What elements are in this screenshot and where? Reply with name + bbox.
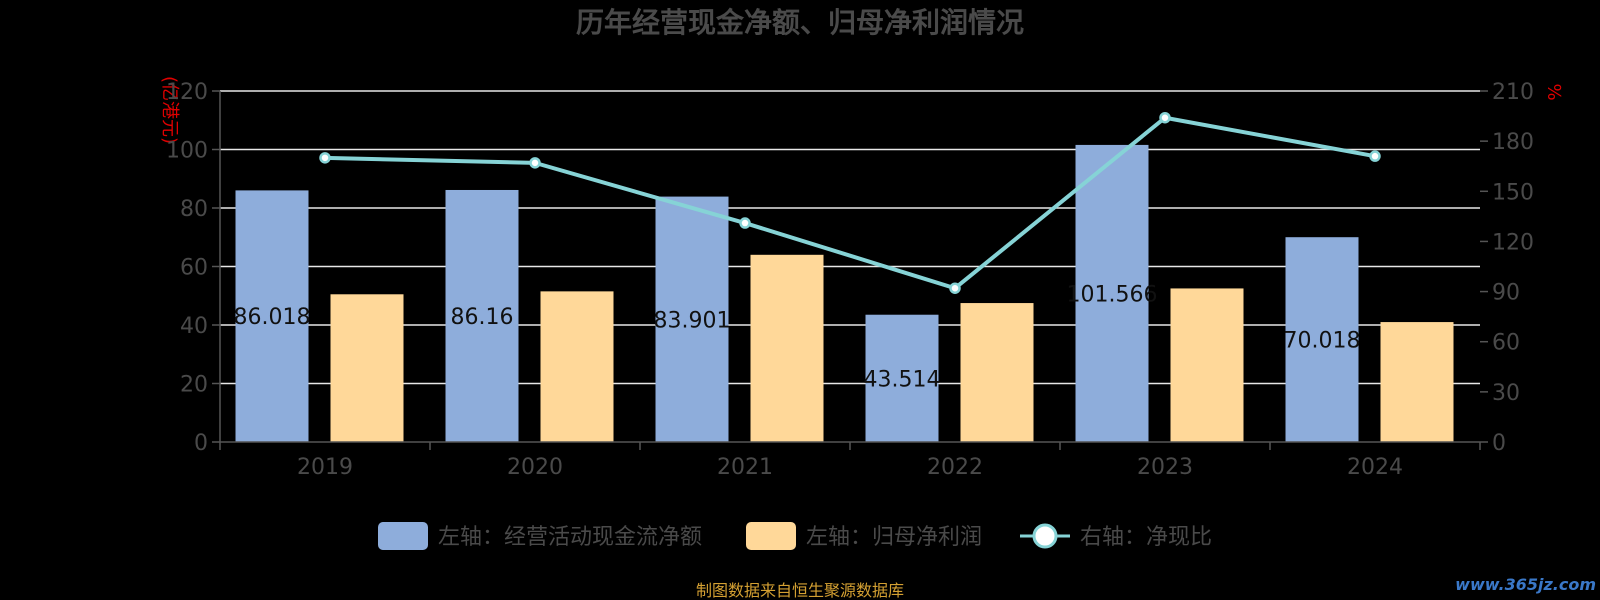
left-axis-unit: (亿港元) <box>159 76 180 144</box>
bar-value-label: 70.018 <box>1284 329 1361 354</box>
ratio-point[interactable] <box>949 282 961 294</box>
right-tick-label: 30 <box>1492 381 1520 406</box>
left-axis: 0 20 40 60 80 100 120 <box>166 80 221 456</box>
legend-label-profit: 左轴：归母净利润 <box>806 525 982 550</box>
right-tick-label: 60 <box>1492 331 1520 356</box>
left-tick-label: 100 <box>166 139 208 164</box>
bar-cashflow[interactable] <box>1285 237 1359 442</box>
bar-value-label: 43.514 <box>864 367 941 392</box>
legend-swatch-ratio-marker <box>1032 523 1058 549</box>
legend-item-ratio[interactable]: 右轴：净现比 <box>1020 523 1212 550</box>
bar-labels: 86.018 86.16 83.901 43.514 101.566 70.018 <box>234 282 1361 392</box>
left-tick-label: 120 <box>166 80 208 105</box>
x-tick-label: 2020 <box>507 455 563 480</box>
ratio-line-path <box>324 115 1376 291</box>
right-tick-label: 90 <box>1492 281 1520 306</box>
left-tick-label: 60 <box>180 256 208 281</box>
watermark: www.365jz.com <box>1455 575 1596 594</box>
bar-cashflow[interactable] <box>865 314 939 442</box>
right-axis-unit: % <box>1545 83 1566 100</box>
grid-lines <box>220 90 1480 385</box>
bar-profit[interactable] <box>330 294 404 442</box>
legend-label-ratio: 右轴：净现比 <box>1080 525 1212 550</box>
bar-cashflow[interactable] <box>445 189 519 442</box>
right-tick-label: 120 <box>1492 230 1534 255</box>
ratio-point[interactable] <box>1159 111 1171 124</box>
chart-title: 历年经营现金净额、归母净利润情况 <box>576 6 1024 39</box>
x-tick-label: 2023 <box>1137 455 1193 480</box>
left-tick-label: 20 <box>180 373 208 398</box>
right-tick-label: 180 <box>1492 130 1534 155</box>
left-tick-label: 80 <box>180 197 208 222</box>
ratio-point[interactable] <box>319 152 331 164</box>
x-axis: 2019 2020 2021 2022 2023 2024 <box>219 441 1481 480</box>
x-tick-label: 2022 <box>927 455 983 480</box>
legend-label-cashflow: 左轴：经营活动现金流净额 <box>438 525 702 550</box>
bar-value-label: 86.16 <box>451 305 514 330</box>
bar-profit[interactable] <box>1170 288 1244 442</box>
bar-value-label: 86.018 <box>234 305 311 330</box>
legend-swatch-profit <box>746 522 796 550</box>
bar-cashflow[interactable] <box>235 190 309 442</box>
ratio-point[interactable] <box>1369 150 1381 162</box>
ratio-line <box>319 111 1381 294</box>
ratio-point[interactable] <box>739 217 751 229</box>
legend-swatch-cashflow <box>378 522 428 550</box>
bars <box>235 144 1454 443</box>
x-tick-label: 2021 <box>717 455 773 480</box>
bar-profit[interactable] <box>750 254 824 442</box>
bar-cashflow[interactable] <box>655 196 729 442</box>
bar-profit[interactable] <box>540 291 614 442</box>
ratio-point[interactable] <box>529 157 541 169</box>
left-tick-label: 0 <box>194 431 208 456</box>
bar-cashflow[interactable] <box>1075 144 1149 443</box>
legend-item-cashflow[interactable]: 左轴：经营活动现金流净额 <box>378 522 702 550</box>
left-tick-label: 40 <box>180 314 208 339</box>
right-tick-label: 0 <box>1492 431 1506 456</box>
bar-profit[interactable] <box>960 303 1034 442</box>
right-axis: 0 30 60 90 120 150 180 210 <box>1480 80 1534 456</box>
bar-value-label: 83.901 <box>654 308 731 333</box>
bar-profit[interactable] <box>1380 322 1454 442</box>
x-tick-label: 2024 <box>1347 455 1403 480</box>
right-tick-label: 210 <box>1492 80 1534 105</box>
x-tick-label: 2019 <box>297 455 353 480</box>
legend-item-profit[interactable]: 左轴：归母净利润 <box>746 522 982 550</box>
bar-value-label: 101.566 <box>1067 282 1158 307</box>
right-tick-label: 150 <box>1492 180 1534 205</box>
data-source-note: 制图数据来自恒生聚源数据库 <box>696 581 904 600</box>
legend: 左轴：经营活动现金流净额 左轴：归母净利润 右轴：净现比 <box>378 522 1212 550</box>
